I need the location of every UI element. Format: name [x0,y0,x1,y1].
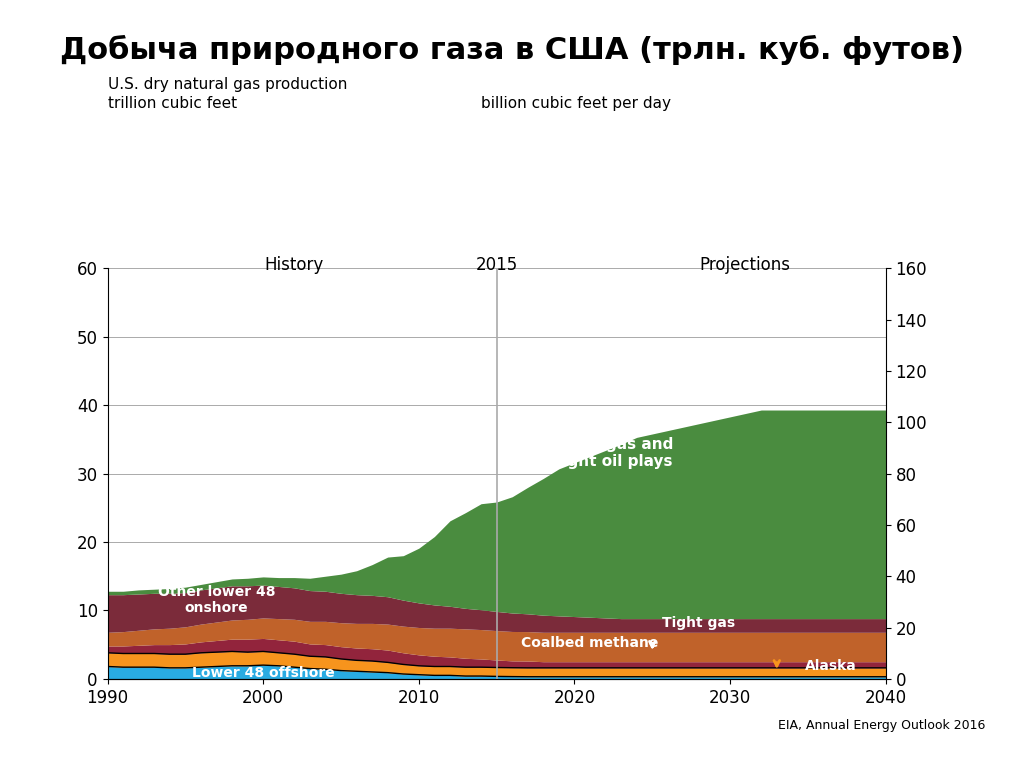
Text: Lower 48 offshore: Lower 48 offshore [191,667,335,680]
Text: Other lower 48
onshore: Other lower 48 onshore [158,585,275,615]
Text: Добыча природного газа в США (трлн. куб. футов): Добыча природного газа в США (трлн. куб.… [60,35,964,64]
Text: Shale gas and
tight oil plays: Shale gas and tight oil plays [553,437,674,469]
Text: Projections: Projections [699,256,790,274]
Text: Alaska: Alaska [806,660,857,673]
Text: Coalbed methane: Coalbed methane [521,637,658,650]
Text: Tight gas: Tight gas [663,616,735,630]
Text: trillion cubic feet: trillion cubic feet [108,96,237,111]
Text: History: History [264,256,324,274]
Text: EIA, Annual Energy Outlook 2016: EIA, Annual Energy Outlook 2016 [778,719,986,732]
Text: U.S. dry natural gas production: U.S. dry natural gas production [108,77,347,92]
Text: billion cubic feet per day: billion cubic feet per day [481,96,672,111]
Text: 2015: 2015 [475,256,518,274]
